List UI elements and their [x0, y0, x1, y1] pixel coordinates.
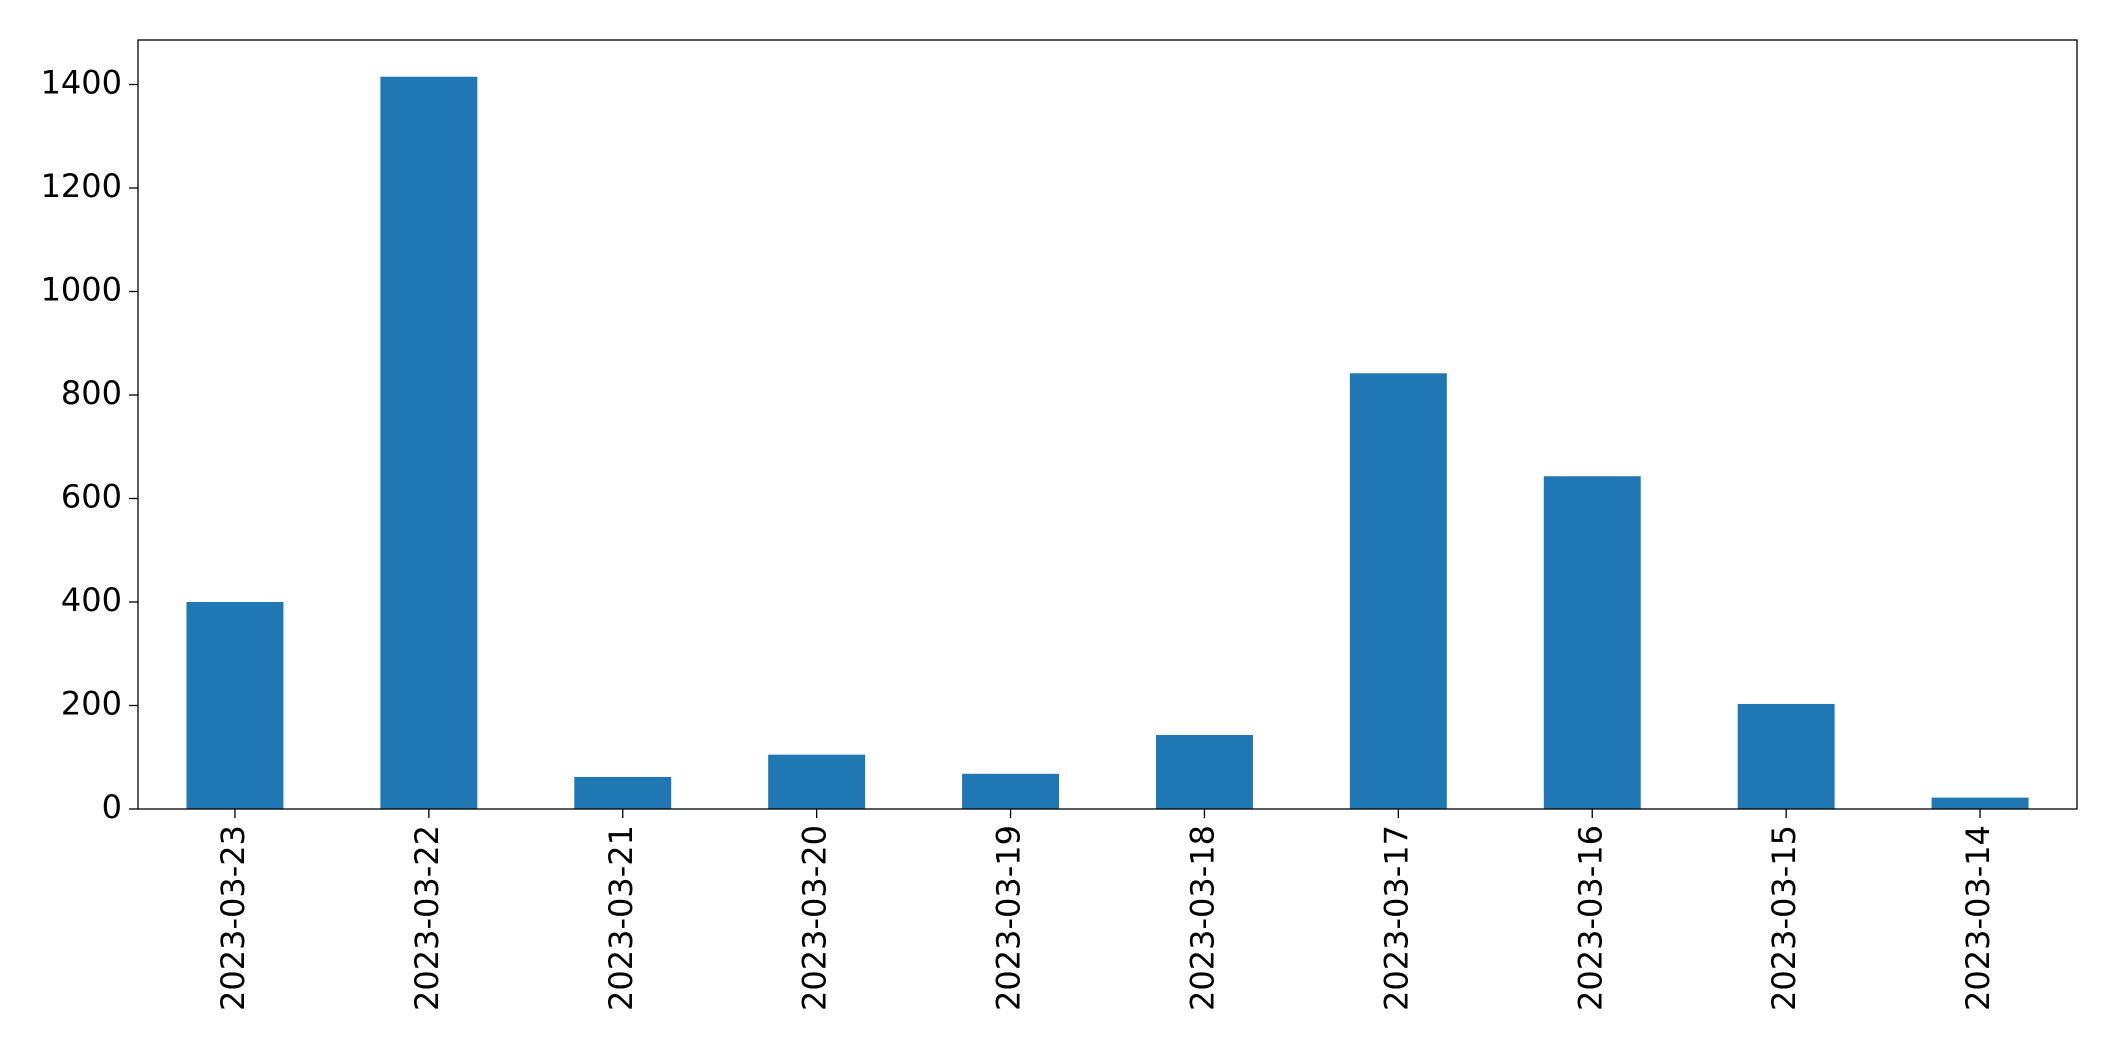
y-tick-label: 600 — [61, 478, 122, 516]
bar — [1543, 476, 1641, 809]
bar — [1155, 734, 1253, 809]
bar — [768, 754, 866, 809]
x-tick-label: 2023-03-17 — [1377, 825, 1415, 1011]
bar — [380, 76, 478, 810]
x-tick-label: 2023-03-14 — [1959, 825, 1997, 1011]
y-tick-label: 400 — [61, 581, 122, 619]
x-tick-label: 2023-03-15 — [1765, 825, 1803, 1011]
y-tick-label: 1000 — [41, 271, 122, 309]
x-tick-label: 2023-03-19 — [990, 825, 1028, 1011]
y-tick-label: 1400 — [41, 64, 122, 102]
y-tick-label: 800 — [61, 374, 122, 412]
bar — [1931, 797, 2029, 809]
x-tick-label: 2023-03-22 — [408, 825, 446, 1011]
y-tick-label: 1200 — [41, 167, 122, 205]
y-tick-label: 200 — [61, 685, 122, 723]
plot-frame — [137, 39, 2078, 810]
bar — [962, 773, 1060, 809]
bar — [186, 602, 284, 809]
x-tick-label: 2023-03-20 — [796, 825, 834, 1011]
y-tick-label: 0 — [102, 788, 122, 826]
x-tick-label: 2023-03-18 — [1183, 825, 1221, 1011]
bar — [574, 776, 672, 809]
bar — [1349, 373, 1447, 809]
x-tick-label: 2023-03-21 — [602, 825, 640, 1011]
bar — [1737, 703, 1835, 809]
x-tick-label: 2023-03-23 — [214, 825, 252, 1011]
x-tick-label: 2023-03-16 — [1571, 825, 1609, 1011]
